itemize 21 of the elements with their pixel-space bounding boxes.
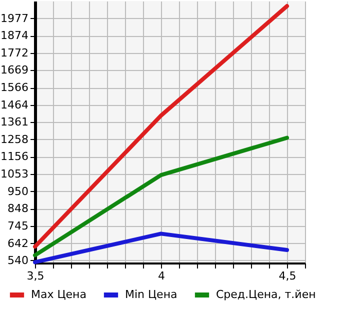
y-tick-label: 1464 [0,98,28,112]
y-tick-label: 1361 [0,116,28,129]
y-tick-label: 1156 [0,150,28,164]
y-tick-label: 950 [8,184,28,198]
x-tick-label: 3,5 [26,270,44,282]
y-tick-label: 745 [8,219,28,232]
y-tick-label: 540 [8,254,28,267]
legend-label: Сред.Цена, т.йен [216,288,316,301]
y-tick-label: 1772 [0,46,28,60]
y-tick-label: 1669 [0,64,28,77]
x-tick-label: 4 [158,270,166,282]
legend-label: Min Цена [125,288,178,301]
y-tick-label: 1874 [0,29,28,42]
legend-label: Max Цена [31,288,86,301]
y-tick-label: 642 [8,236,28,250]
y-tick-label: 1258 [0,133,28,146]
y-tick-label: 1053 [0,168,28,181]
y-tick-label: 1977 [0,12,28,25]
x-tick-label: 4,5 [278,270,296,282]
y-tick-label: 848 [8,202,28,216]
y-tick-label: 1566 [0,81,28,94]
